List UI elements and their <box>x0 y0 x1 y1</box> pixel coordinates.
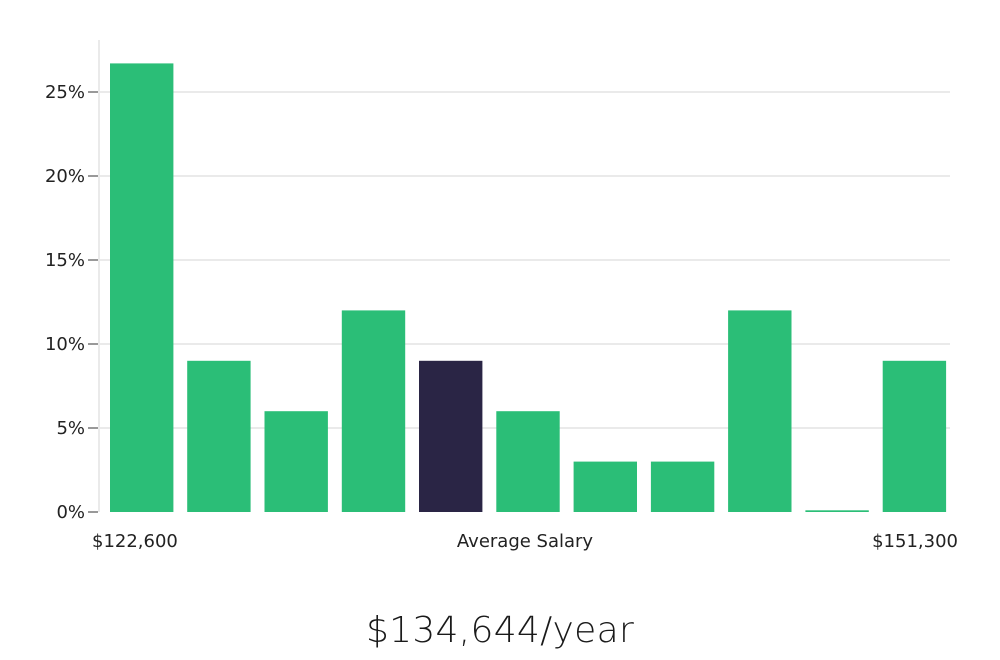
x-min-label: $122,600 <box>92 531 178 552</box>
bar <box>573 461 637 512</box>
grid-lines <box>100 91 950 429</box>
x-max-label: $151,300 <box>872 531 958 552</box>
bar <box>805 510 869 512</box>
y-tick-label: 5% <box>56 418 85 439</box>
bar <box>341 310 406 512</box>
salary-distribution-chart: 0% 5% 10% 15% 20% 25% $122,600 Average Salary… <box>45 40 958 552</box>
bar <box>110 63 174 513</box>
bar <box>496 411 560 512</box>
bars <box>110 63 947 513</box>
x-center-label: Average Salary <box>457 531 594 552</box>
y-tick-label: 15% <box>45 250 85 271</box>
y-axis-ticks: 0% 5% 10% 15% 20% 25% <box>45 82 98 523</box>
bar <box>882 360 947 512</box>
bar <box>728 310 792 512</box>
y-tick-label: 20% <box>45 166 85 187</box>
y-tick-label: 10% <box>45 334 85 355</box>
bar-highlighted <box>419 360 483 512</box>
bar <box>187 360 251 512</box>
average-salary-value: $134,644/year <box>365 610 635 651</box>
y-tick-label: 25% <box>45 82 85 103</box>
bar <box>264 411 328 512</box>
y-tick-label: 0% <box>56 502 85 523</box>
bar <box>650 461 715 512</box>
